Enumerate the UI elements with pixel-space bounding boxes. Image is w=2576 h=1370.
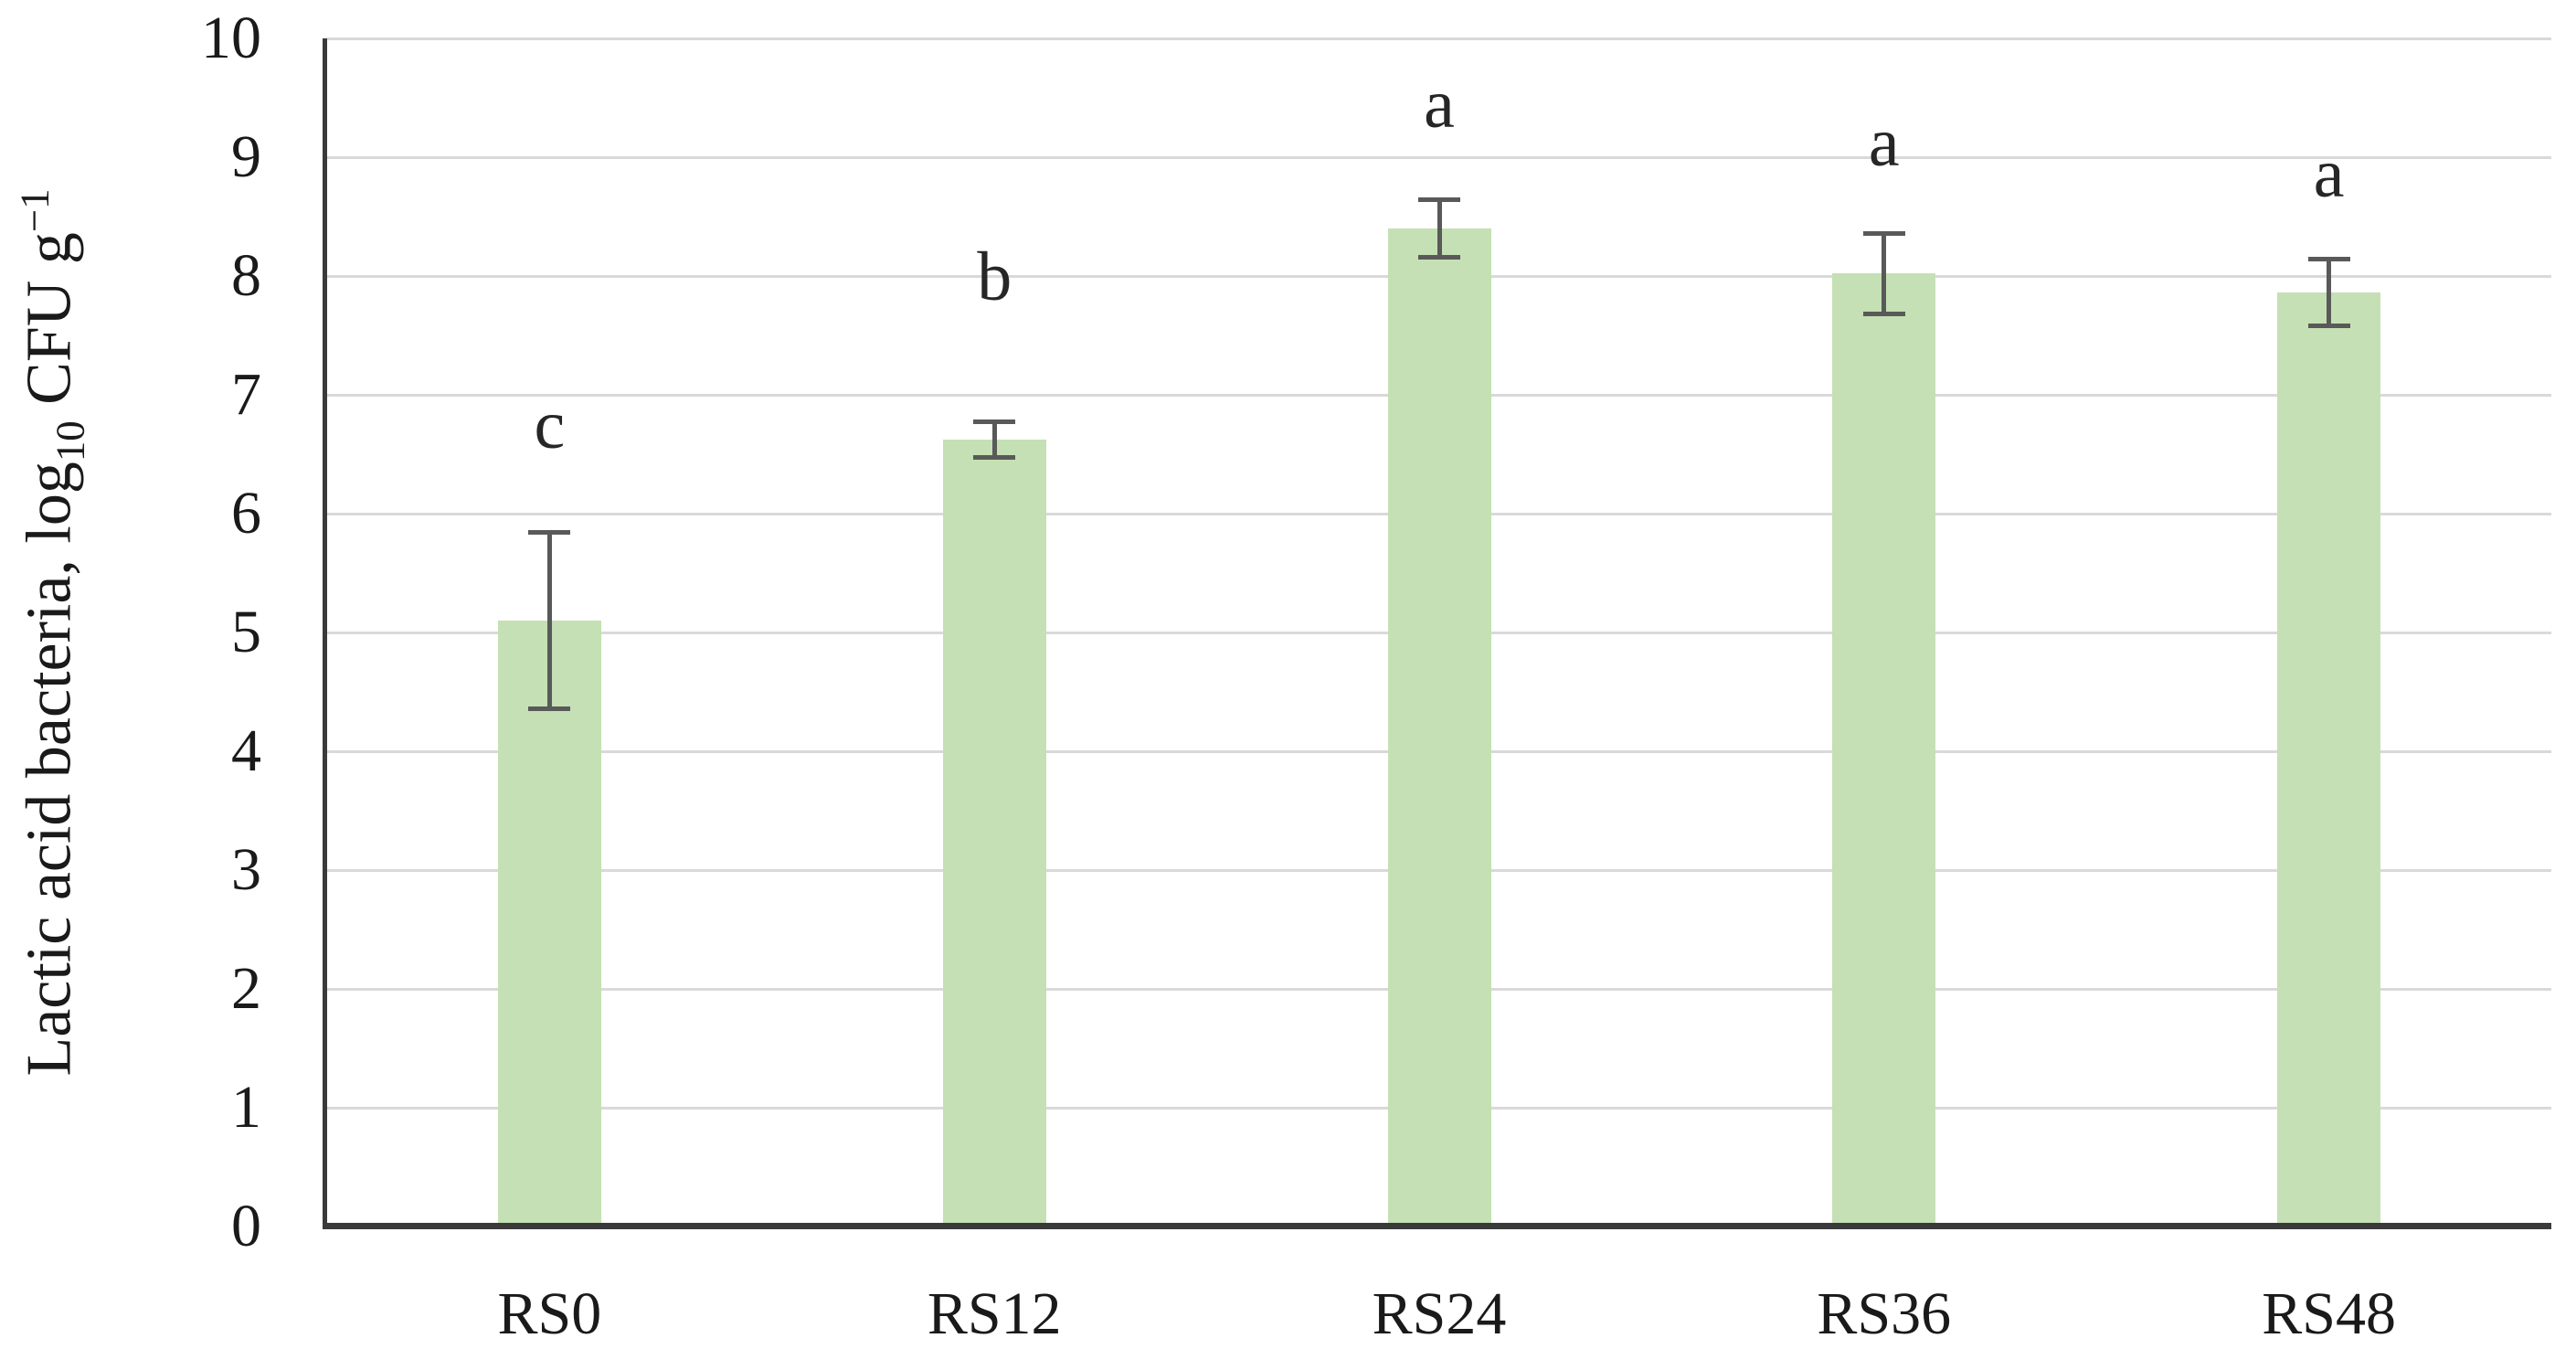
error-bar-stem bbox=[2327, 259, 2332, 326]
bar-RS24 bbox=[1387, 228, 1491, 1227]
y-tick-label-9: 9 bbox=[231, 123, 261, 190]
y-tick-label-1: 1 bbox=[231, 1074, 261, 1141]
y-axis-line bbox=[323, 38, 327, 1227]
gridline-9 bbox=[327, 155, 2551, 159]
y-tick-label-4: 4 bbox=[231, 717, 261, 784]
y-tick-label-10: 10 bbox=[201, 5, 261, 71]
error-bar-cap-bottom bbox=[1418, 254, 1460, 260]
y-tick-label-2: 2 bbox=[231, 955, 261, 1022]
plot-area: c b a a a bbox=[323, 37, 2551, 1229]
error-bar-cap-top bbox=[973, 419, 1016, 425]
y-tick-label-3: 3 bbox=[231, 836, 261, 903]
error-bar-cap-bottom bbox=[1862, 312, 1905, 317]
y-tick-label-5: 5 bbox=[231, 599, 261, 665]
gridline-10 bbox=[327, 37, 2551, 40]
error-bar-cap-bottom bbox=[528, 706, 571, 711]
bar-RS0 bbox=[497, 621, 601, 1227]
significance-letter-RS12: b bbox=[977, 239, 1012, 316]
significance-letter-RS0: c bbox=[534, 386, 566, 463]
error-bar-cap-top bbox=[1418, 197, 1460, 203]
y-tick-label-7: 7 bbox=[231, 361, 261, 428]
significance-letter-RS48: a bbox=[2313, 135, 2345, 213]
error-bar-stem bbox=[1436, 199, 1442, 258]
bar-RS12 bbox=[942, 440, 1046, 1227]
error-bar-stem bbox=[546, 532, 552, 709]
error-bar-cap-top bbox=[1862, 230, 1905, 236]
error-bar-cap-top bbox=[2307, 257, 2350, 262]
x-axis-label-RS12: RS12 bbox=[927, 1280, 1062, 1347]
x-axis-label-RS0: RS0 bbox=[497, 1280, 602, 1347]
x-axis-line bbox=[323, 1223, 2551, 1229]
error-bar-stem bbox=[991, 421, 997, 458]
y-axis-title-superscript: −1 bbox=[11, 188, 58, 233]
bar-RS48 bbox=[2277, 292, 2381, 1227]
y-tick-label-0: 0 bbox=[231, 1193, 261, 1259]
error-bar-cap-bottom bbox=[973, 455, 1016, 461]
x-axis-label-RS24: RS24 bbox=[1372, 1280, 1507, 1347]
x-axis-label-RS48: RS48 bbox=[2262, 1280, 2396, 1347]
x-axis-label-RS36: RS36 bbox=[1817, 1280, 1952, 1347]
y-tick-label-6: 6 bbox=[231, 480, 261, 547]
error-bar-stem bbox=[1882, 233, 1887, 314]
error-bar-cap-top bbox=[528, 530, 571, 536]
significance-letter-RS36: a bbox=[1868, 104, 1900, 182]
y-tick-label-8: 8 bbox=[231, 242, 261, 309]
significance-letter-RS24: a bbox=[1424, 65, 1455, 143]
bar-RS36 bbox=[1832, 273, 1936, 1227]
error-bar-cap-bottom bbox=[2307, 324, 2350, 329]
